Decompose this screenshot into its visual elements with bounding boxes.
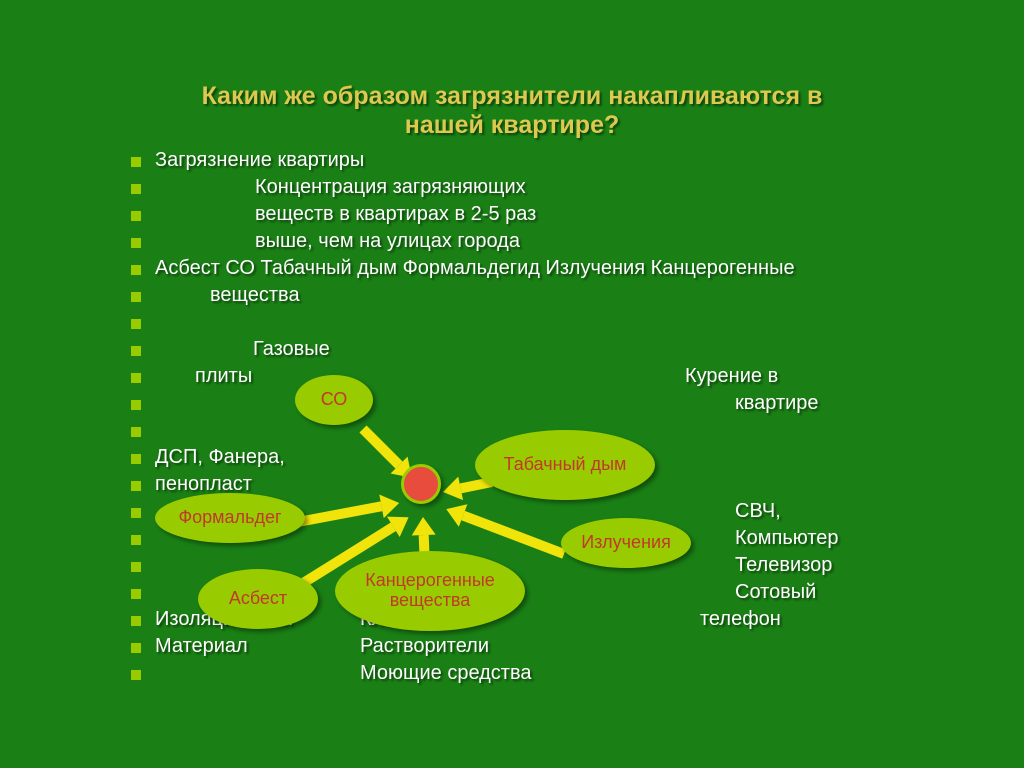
bullet-text: СВЧ, <box>735 500 781 523</box>
pollutant-label: Табачный дым <box>504 455 627 475</box>
bullet-marker <box>130 561 142 573</box>
bullet-text: Моющие средства <box>360 662 531 685</box>
pollutant-label: Асбест <box>229 589 287 609</box>
bullet-marker <box>130 669 142 681</box>
bullet-text: Телевизор <box>735 554 832 577</box>
bullet-marker <box>130 372 142 384</box>
bullet-text: телефон <box>700 608 781 631</box>
pollutant-label: Канцерогенные вещества <box>341 571 519 611</box>
pollutant-label: СО <box>321 390 348 410</box>
title-line1: Каким же образом загрязнители накапливаю… <box>100 82 924 111</box>
bullet-marker <box>130 210 142 222</box>
bullet-text: ДСП, Фанера, <box>155 446 285 469</box>
bullet-text: квартире <box>735 392 819 415</box>
bullet-marker <box>130 642 142 654</box>
pollutant-node: Излучения <box>561 518 691 568</box>
bullet-text: веществ в квартирах в 2-5 раз <box>255 203 536 226</box>
bullet-text: выше, чем на улицах города <box>255 230 520 253</box>
bullet-text: Асбест СО Табачный дым Формальдегид Излу… <box>155 257 795 280</box>
bullet-marker <box>130 588 142 600</box>
bullet-marker <box>130 291 142 303</box>
pollutant-node: Канцерогенные вещества <box>335 551 525 631</box>
bullet-text: Загрязнение квартиры <box>155 149 364 172</box>
pollutant-node: СО <box>295 375 373 425</box>
bullet-text: Компьютер <box>735 527 839 550</box>
bullet-marker <box>130 453 142 465</box>
pollutant-node: Табачный дым <box>475 430 655 500</box>
bullet-text: Концентрация загрязняющих <box>255 176 526 199</box>
bullet-text: вещества <box>210 284 300 307</box>
bullet-marker <box>130 399 142 411</box>
pollutant-label: Формальдег <box>178 508 281 528</box>
bullet-marker <box>130 318 142 330</box>
bullet-marker <box>130 156 142 168</box>
bullet-marker <box>130 426 142 438</box>
bullet-marker <box>130 237 142 249</box>
bullet-text: Курение в <box>685 365 778 388</box>
bullet-text: Газовые <box>253 338 330 361</box>
bullet-marker <box>130 507 142 519</box>
bullet-marker <box>130 183 142 195</box>
bullet-text: Растворители <box>360 635 489 658</box>
title-line2: нашей квартире? <box>100 111 924 140</box>
bullet-marker <box>130 264 142 276</box>
pollutant-label: Излучения <box>581 533 671 553</box>
bullet-text: Материал <box>155 635 248 658</box>
bullet-marker <box>130 345 142 357</box>
slide-title: Каким же образом загрязнители накапливаю… <box>100 82 924 140</box>
pollutant-node: Формальдег <box>155 493 305 543</box>
bullet-marker <box>130 615 142 627</box>
bullet-marker <box>130 534 142 546</box>
bullet-text: плиты <box>195 365 252 388</box>
bullet-text: Сотовый <box>735 581 816 604</box>
center-node <box>401 464 441 504</box>
bullet-marker <box>130 480 142 492</box>
pollutant-node: Асбест <box>198 569 318 629</box>
